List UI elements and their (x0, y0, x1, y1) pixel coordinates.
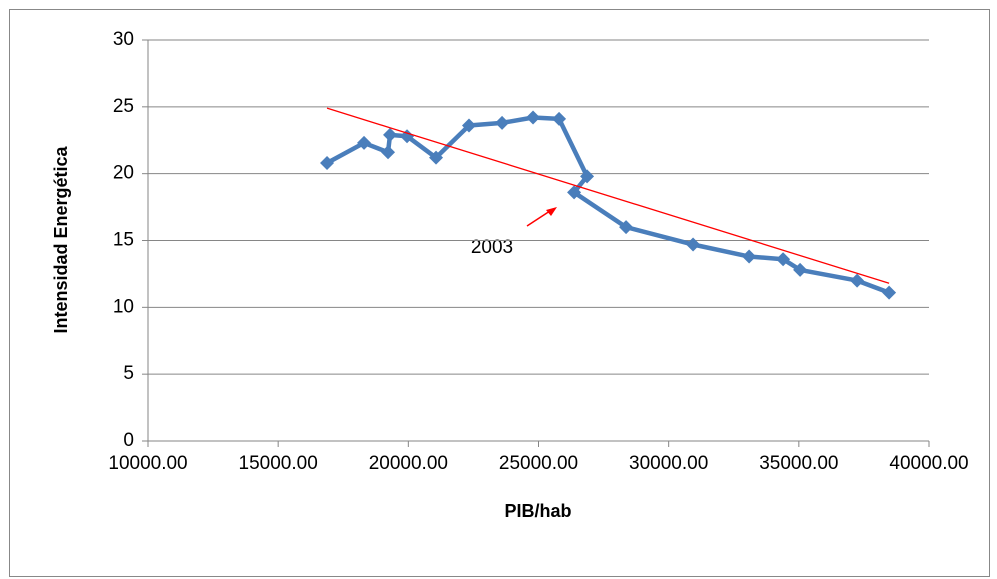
data-point (552, 111, 567, 126)
annotation: 2003 (471, 237, 513, 258)
y-tick-label: 15 (113, 230, 134, 251)
y-tick-label: 20 (113, 163, 134, 184)
y-axis-title: Intensidad Energética (51, 145, 71, 333)
x-tick-label: 40000.00 (889, 453, 968, 474)
data-point (383, 127, 398, 142)
y-tick-label: 5 (123, 363, 134, 384)
x-tick-label: 25000.00 (499, 453, 578, 474)
data-point (850, 273, 865, 288)
data-point (526, 110, 541, 125)
data-point (619, 220, 634, 235)
y-tick-label: 30 (113, 29, 134, 50)
data-point (686, 237, 701, 252)
data-point (882, 285, 897, 300)
data-point (381, 145, 396, 160)
x-tick-label: 30000.00 (629, 453, 708, 474)
data-point (742, 249, 757, 264)
trend-line (326, 107, 890, 284)
y-tick-label: 0 (123, 430, 134, 451)
data-point (461, 118, 476, 133)
y-tick-label: 10 (113, 296, 134, 317)
x-tick-label: 35000.00 (759, 453, 838, 474)
data-point (357, 135, 372, 150)
data-point (793, 262, 808, 277)
x-axis-title: PIB/hab (504, 501, 571, 521)
x-tick-label: 20000.00 (369, 453, 448, 474)
data-point (400, 129, 415, 144)
data-point (429, 150, 444, 165)
x-tick-label: 15000.00 (239, 453, 318, 474)
data-point (567, 185, 582, 200)
x-tick-label: 10000.00 (108, 453, 187, 474)
chart-frame (9, 9, 990, 577)
data-point (495, 115, 510, 130)
annotation-arrow-head (546, 207, 557, 216)
data-point (580, 169, 595, 184)
data-point (320, 155, 335, 170)
data-point (776, 252, 791, 267)
y-tick-label: 25 (113, 96, 134, 117)
